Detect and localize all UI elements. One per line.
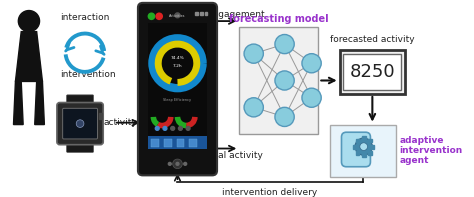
Text: Sleep Efficiency: Sleep Efficiency (164, 98, 191, 102)
Bar (330, 125, 395, 177)
Bar (362, 136, 365, 140)
Text: app engagement: app engagement (187, 10, 264, 19)
Text: adaptive
intervention
agent: adaptive intervention agent (400, 136, 463, 165)
FancyBboxPatch shape (63, 108, 98, 139)
Bar (164, 139, 172, 147)
Circle shape (147, 12, 155, 20)
FancyBboxPatch shape (66, 139, 93, 152)
Text: 7.2h: 7.2h (173, 64, 182, 68)
Circle shape (244, 98, 264, 117)
Bar (152, 139, 159, 147)
Circle shape (76, 120, 84, 127)
Circle shape (168, 162, 171, 165)
Text: intervention delivery: intervention delivery (222, 188, 318, 197)
Bar (356, 139, 359, 142)
Bar (189, 139, 197, 147)
Circle shape (355, 138, 373, 155)
Circle shape (179, 126, 182, 130)
Circle shape (275, 34, 294, 54)
Text: Activities: Activities (169, 14, 186, 18)
Bar (353, 145, 357, 149)
Bar (204, 12, 208, 15)
Circle shape (155, 126, 159, 130)
Circle shape (275, 107, 294, 126)
Circle shape (275, 71, 294, 90)
Bar (356, 151, 359, 155)
Bar (195, 12, 198, 15)
Bar (339, 50, 405, 94)
Text: 74.4%: 74.4% (171, 57, 184, 60)
Bar (368, 139, 372, 142)
Circle shape (186, 126, 190, 130)
Bar (368, 151, 372, 155)
Bar (176, 139, 184, 147)
Bar (100, 113, 102, 119)
Bar (147, 136, 208, 150)
Text: 8250: 8250 (349, 63, 395, 81)
Circle shape (184, 162, 187, 165)
Circle shape (163, 126, 167, 130)
Polygon shape (16, 32, 43, 81)
FancyBboxPatch shape (57, 102, 103, 145)
Text: forecasting model: forecasting model (229, 14, 328, 24)
FancyBboxPatch shape (341, 132, 370, 167)
Text: interaction: interaction (60, 13, 109, 22)
Bar (147, 23, 208, 150)
Bar (362, 153, 365, 157)
Text: forecasted activity: forecasted activity (330, 35, 415, 44)
Circle shape (176, 162, 179, 165)
Circle shape (175, 13, 180, 18)
Circle shape (155, 12, 163, 20)
Circle shape (360, 143, 367, 151)
Text: activity: activity (103, 118, 137, 127)
Circle shape (171, 126, 174, 130)
Polygon shape (35, 81, 45, 125)
Circle shape (302, 54, 321, 73)
Bar (200, 12, 202, 15)
Text: intervention: intervention (60, 70, 116, 79)
Bar (239, 27, 319, 134)
Circle shape (18, 11, 39, 32)
Bar (370, 145, 374, 149)
Circle shape (302, 88, 321, 107)
Polygon shape (13, 81, 23, 125)
Text: physical activity: physical activity (189, 151, 263, 160)
Circle shape (173, 159, 182, 169)
FancyBboxPatch shape (138, 3, 217, 175)
Bar (344, 54, 401, 90)
FancyBboxPatch shape (66, 95, 93, 108)
Circle shape (244, 44, 264, 63)
